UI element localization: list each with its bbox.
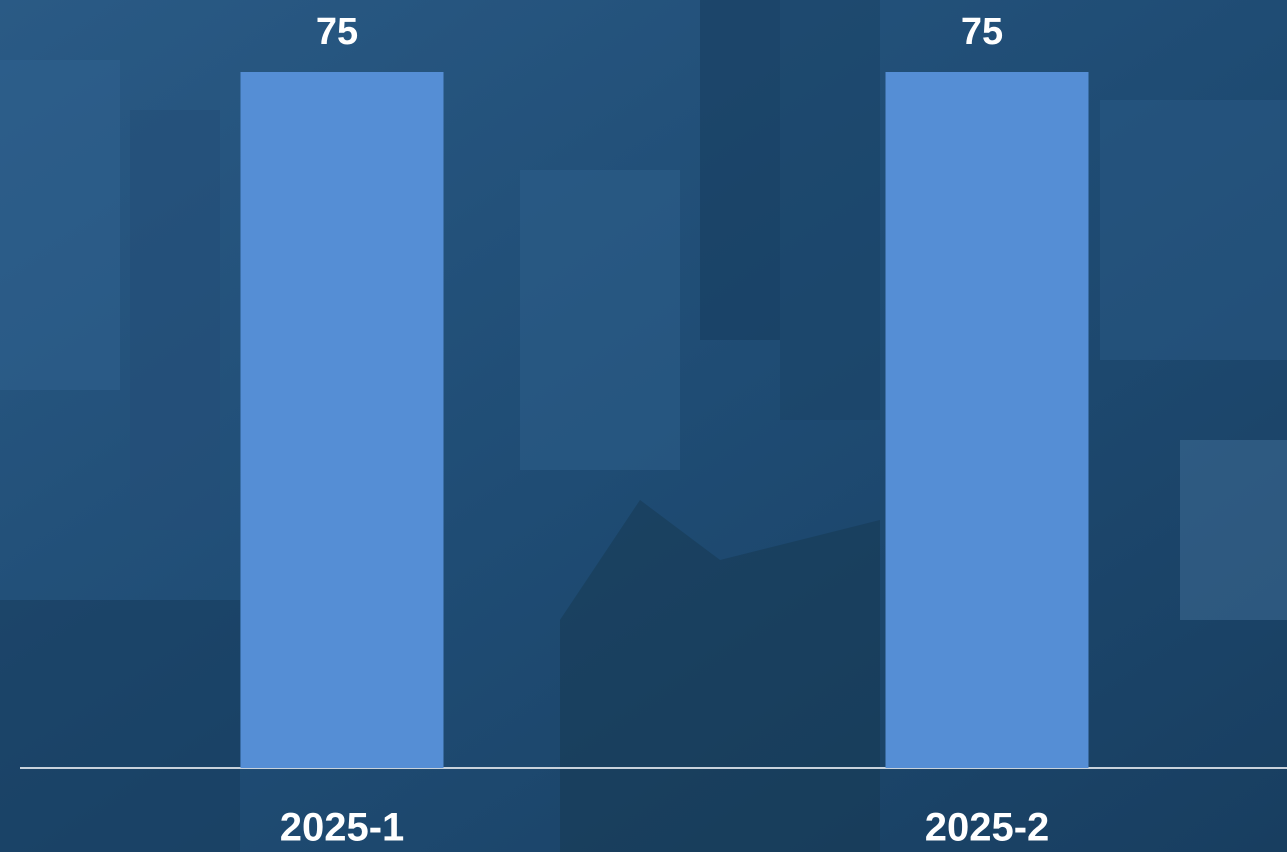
bar [886, 72, 1089, 768]
value-label: 75 [961, 11, 1003, 53]
page: 752025-1752025-2 (() => { const data = J… [0, 0, 1287, 852]
x-tick-label: 2025-1 [280, 806, 405, 850]
background [0, 0, 1287, 852]
chart: 75 2025-1 75 2025-2 [0, 0, 1287, 852]
x-tick-label: 2025-2 [925, 806, 1050, 850]
value-label: 75 [316, 11, 358, 53]
bar [241, 72, 444, 768]
